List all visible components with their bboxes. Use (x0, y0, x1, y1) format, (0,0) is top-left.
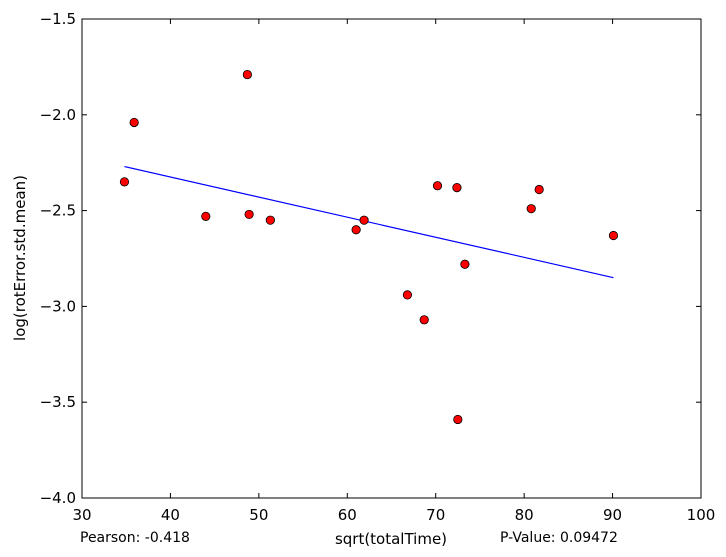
y-tick-label: −4.0 (40, 489, 76, 507)
data-point (452, 183, 462, 193)
scatter-points (119, 69, 619, 425)
data-point (453, 414, 463, 425)
data-point (419, 315, 429, 325)
data-point (359, 215, 369, 225)
data-point (534, 184, 544, 195)
x-tick-label: 80 (515, 506, 534, 524)
data-point (460, 259, 470, 269)
y-tick-label: −1.5 (40, 10, 76, 28)
data-point (608, 230, 619, 241)
x-tick-label: 90 (603, 506, 622, 524)
y-tick-label: −3.5 (40, 393, 76, 411)
data-point (119, 177, 130, 187)
x-tick-label: 70 (426, 506, 445, 524)
x-tick-label: 50 (249, 506, 268, 524)
y-tick-label: −2.0 (40, 106, 76, 124)
pearson-annotation: Pearson: -0.418 (80, 530, 190, 546)
x-axis: 30 40 50 60 70 80 90 100 (72, 19, 715, 524)
plot-area (81, 18, 702, 499)
pvalue-annotation: P-Value: 0.09472 (500, 530, 618, 546)
data-point (129, 117, 139, 128)
regression-line (124, 165, 614, 279)
regression-line-group (124, 165, 614, 279)
data-point (244, 209, 254, 220)
x-tick-label: 40 (161, 506, 180, 524)
data-point (265, 215, 275, 225)
y-tick-label: −3.0 (40, 297, 76, 315)
x-tick-label: 30 (72, 506, 91, 524)
data-point (351, 225, 361, 235)
data-point (242, 69, 252, 80)
data-point (432, 181, 443, 191)
data-point (201, 211, 211, 221)
y-axis-label: log(rotError.std.mean) (11, 175, 29, 341)
x-axis-label: sqrt(totalTime) (335, 530, 447, 548)
y-tick-label: −2.5 (40, 202, 76, 220)
x-tick-label: 60 (338, 506, 357, 524)
x-tick-label: 100 (687, 506, 716, 524)
data-point (526, 204, 536, 214)
data-point (402, 290, 413, 300)
y-axis: −4.0 −3.5 −3.0 −2.5 −2.0 −1.5 (40, 10, 701, 507)
